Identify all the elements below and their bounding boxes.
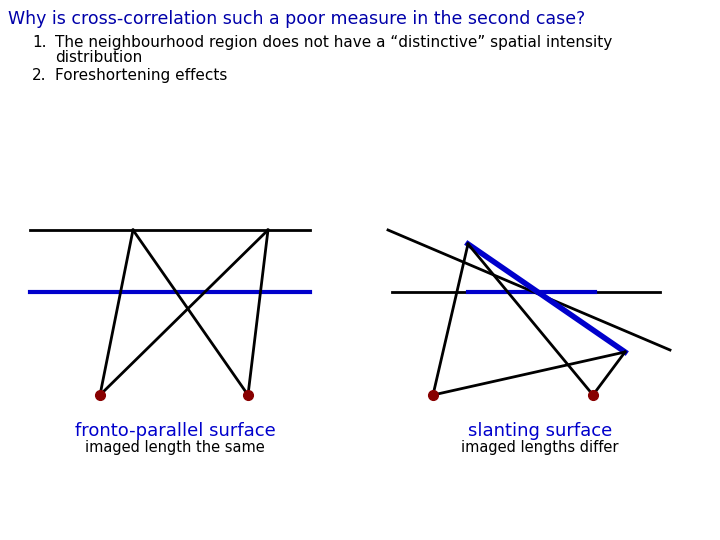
Text: fronto-parallel surface: fronto-parallel surface	[75, 422, 275, 440]
Text: 1.: 1.	[32, 35, 47, 50]
Text: imaged lengths differ: imaged lengths differ	[462, 440, 618, 455]
Text: slanting surface: slanting surface	[468, 422, 612, 440]
Text: Foreshortening effects: Foreshortening effects	[55, 68, 228, 83]
Text: The neighbourhood region does not have a “distinctive” spatial intensity: The neighbourhood region does not have a…	[55, 35, 612, 50]
Text: imaged length the same: imaged length the same	[85, 440, 265, 455]
Text: distribution: distribution	[55, 50, 143, 65]
Text: 2.: 2.	[32, 68, 47, 83]
Text: Why is cross-correlation such a poor measure in the second case?: Why is cross-correlation such a poor mea…	[8, 10, 585, 28]
